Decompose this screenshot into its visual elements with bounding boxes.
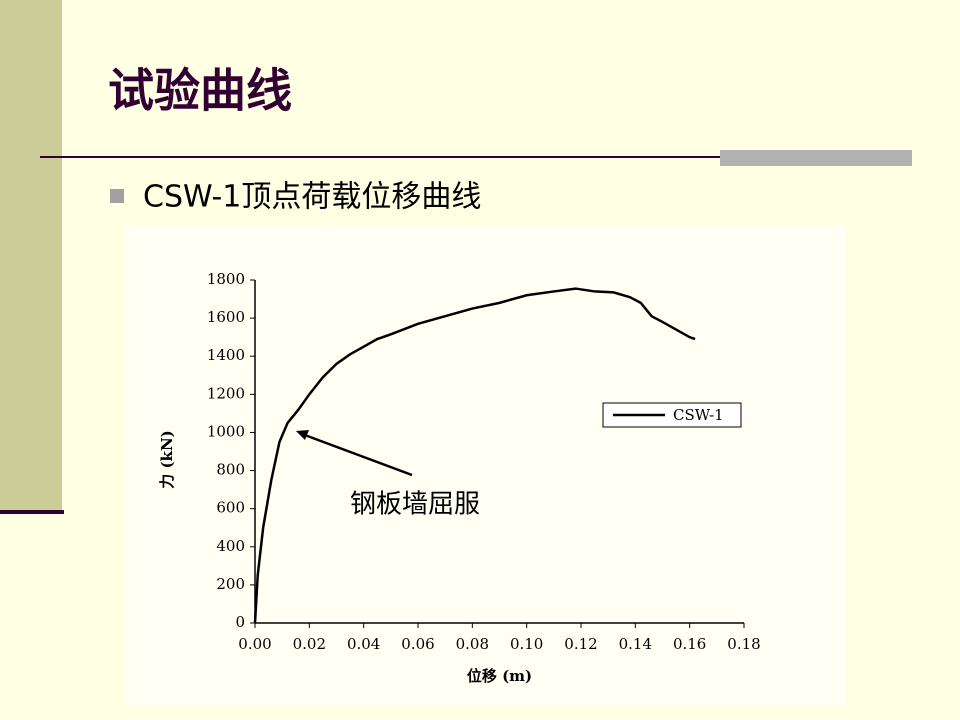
x-tick-label: 0.04 (347, 635, 380, 653)
y-tick-label: 400 (216, 537, 245, 555)
y-tick-label: 1800 (207, 270, 245, 288)
side-rule (0, 510, 64, 514)
x-tick-label: 0.06 (401, 635, 434, 653)
slide-title: 试验曲线 (108, 64, 292, 118)
x-tick-label: 0.00 (238, 635, 271, 653)
x-tick-label: 0.18 (727, 635, 760, 653)
y-tick-label: 1200 (207, 384, 245, 402)
title-accent (720, 150, 912, 166)
bullet-text: CSW-1顶点荷载位移曲线 (143, 180, 481, 215)
bullet-mark (110, 189, 124, 203)
y-axis-label: 力 (kN) (158, 430, 176, 489)
y-tick-label: 1600 (207, 308, 245, 326)
x-tick-label: 0.12 (564, 635, 597, 653)
y-tick-label: 1400 (207, 346, 245, 364)
y-tick-label: 800 (216, 461, 245, 479)
x-tick-label: 0.14 (619, 635, 652, 653)
legend-box (602, 402, 742, 428)
x-tick-label: 0.02 (293, 635, 326, 653)
y-tick-label: 1000 (207, 422, 245, 440)
legend-label: CSW-1 (673, 406, 724, 424)
y-tick-label: 600 (216, 499, 245, 517)
x-tick-label: 0.16 (673, 635, 706, 653)
x-axis-label: 位移 (m) (467, 667, 532, 685)
y-tick-label: 0 (235, 613, 245, 631)
annotation: 钢板墙屈服 (350, 490, 480, 520)
y-tick-label: 200 (216, 575, 245, 593)
x-tick-label: 0.08 (456, 635, 489, 653)
side-bar (0, 0, 62, 512)
x-tick-label: 0.10 (510, 635, 543, 653)
annotation-arrow (301, 432, 413, 477)
arrow-head (296, 430, 309, 440)
chart: 0 200 400 600 800 1000 1200 1400 1600 1800 0.00 0.0… (158, 270, 761, 685)
data-line (253, 287, 696, 624)
title-rule (40, 156, 912, 158)
